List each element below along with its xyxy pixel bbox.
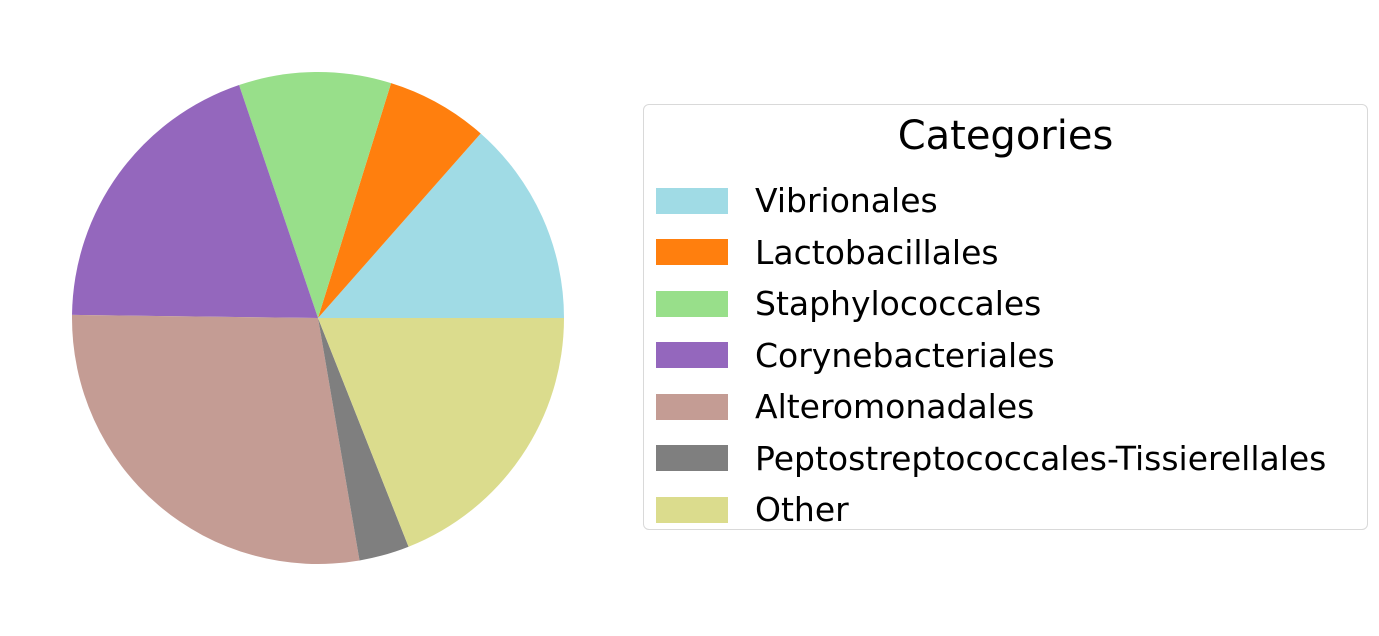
legend-item-other: Other	[656, 484, 1326, 536]
pie-slice-alteromonadales	[72, 314, 360, 565]
pie-chart	[72, 71, 564, 565]
legend-swatch	[656, 445, 728, 472]
pie-slice-staphylococcales	[239, 71, 392, 318]
legend-items: Vibrionales Lactobacillales Staphylococcal…	[656, 175, 1326, 536]
legend-swatch	[656, 290, 728, 317]
pie-slice-other	[318, 318, 564, 547]
pie-slice-vibrionales	[318, 133, 564, 318]
legend-item-peptostreptococcales-tissierellales: Peptostreptococcales-Tissierellales	[656, 433, 1326, 485]
legend-label: Alteromonadales	[755, 387, 1035, 427]
legend-item-staphylococcales: Staphylococcales	[656, 278, 1326, 330]
legend-swatch	[656, 393, 728, 420]
legend-label: Other	[755, 490, 849, 530]
pie-slice-lactobacillales	[318, 83, 481, 318]
legend-label: Peptostreptococcales-Tissierellales	[755, 438, 1327, 478]
legend-title: Categories	[897, 113, 1114, 159]
legend: Categories Vibrionales Lactobacillales Sta…	[643, 104, 1368, 530]
legend-item-alteromonadales: Alteromonadales	[656, 381, 1326, 433]
legend-label: Corynebacteriales	[755, 335, 1055, 375]
pie-slice-corynebacteriales	[72, 85, 319, 318]
legend-swatch	[656, 496, 728, 523]
legend-swatch	[656, 342, 728, 369]
legend-label: Lactobacillales	[755, 232, 999, 272]
legend-label: Staphylococcales	[755, 284, 1042, 324]
legend-item-vibrionales: Vibrionales	[656, 175, 1326, 227]
legend-item-corynebacteriales: Corynebacteriales	[656, 330, 1326, 382]
legend-swatch	[656, 187, 728, 214]
pie-slice-peptostreptococcales-tissierellales	[318, 318, 409, 561]
legend-swatch	[656, 239, 728, 266]
legend-label: Vibrionales	[755, 181, 938, 221]
legend-item-lactobacillales: Lactobacillales	[656, 227, 1326, 279]
